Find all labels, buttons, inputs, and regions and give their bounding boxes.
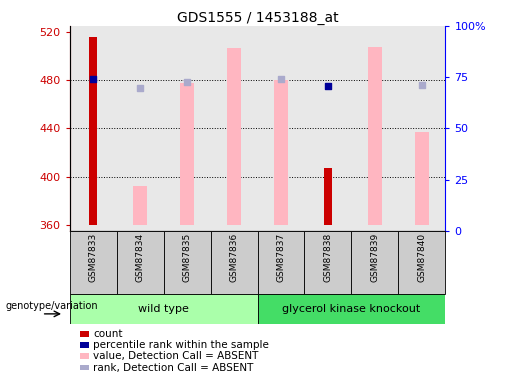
Bar (399, 231, 445, 294)
Bar (80, 353, 90, 359)
Bar (368, 47, 382, 225)
Bar (90, 37, 96, 225)
Bar (227, 48, 241, 225)
Bar (352, 26, 399, 231)
Bar (258, 231, 304, 294)
Bar (164, 26, 211, 231)
Point (277, 76, 285, 82)
Bar (304, 26, 352, 231)
Text: percentile rank within the sample: percentile rank within the sample (93, 340, 269, 350)
Text: glycerol kinase knockout: glycerol kinase knockout (282, 304, 421, 314)
Text: GSM87836: GSM87836 (230, 232, 238, 282)
Bar (70, 231, 116, 294)
Text: value, Detection Call = ABSENT: value, Detection Call = ABSENT (93, 351, 259, 361)
Bar (274, 80, 288, 225)
Bar (352, 231, 399, 294)
Text: GSM87837: GSM87837 (277, 232, 285, 282)
Text: rank, Detection Call = ABSENT: rank, Detection Call = ABSENT (93, 363, 254, 372)
Text: GSM87840: GSM87840 (418, 232, 426, 282)
Bar (133, 186, 147, 225)
Bar (258, 294, 445, 324)
Bar (415, 132, 429, 225)
Bar (164, 231, 211, 294)
Point (324, 83, 332, 89)
Text: GSM87835: GSM87835 (182, 232, 192, 282)
Bar (324, 168, 332, 225)
Bar (399, 26, 445, 231)
Bar (211, 26, 258, 231)
Point (89, 76, 97, 82)
Bar (211, 231, 258, 294)
Bar (180, 83, 194, 225)
Text: genotype/variation: genotype/variation (5, 301, 98, 310)
Point (183, 80, 191, 86)
Bar (70, 26, 116, 231)
Point (136, 85, 144, 91)
Bar (80, 331, 90, 337)
Bar (258, 26, 304, 231)
Text: GSM87839: GSM87839 (370, 232, 380, 282)
Text: wild type: wild type (138, 304, 189, 314)
Bar (116, 231, 164, 294)
Point (418, 82, 426, 88)
Text: GSM87833: GSM87833 (89, 232, 97, 282)
Text: GSM87838: GSM87838 (323, 232, 333, 282)
Bar (304, 231, 352, 294)
Title: GDS1555 / 1453188_at: GDS1555 / 1453188_at (177, 11, 338, 25)
Bar (80, 342, 90, 348)
Bar (116, 26, 164, 231)
Bar (80, 364, 90, 370)
Text: GSM87834: GSM87834 (135, 232, 145, 282)
Bar (70, 294, 258, 324)
Text: count: count (93, 329, 123, 339)
